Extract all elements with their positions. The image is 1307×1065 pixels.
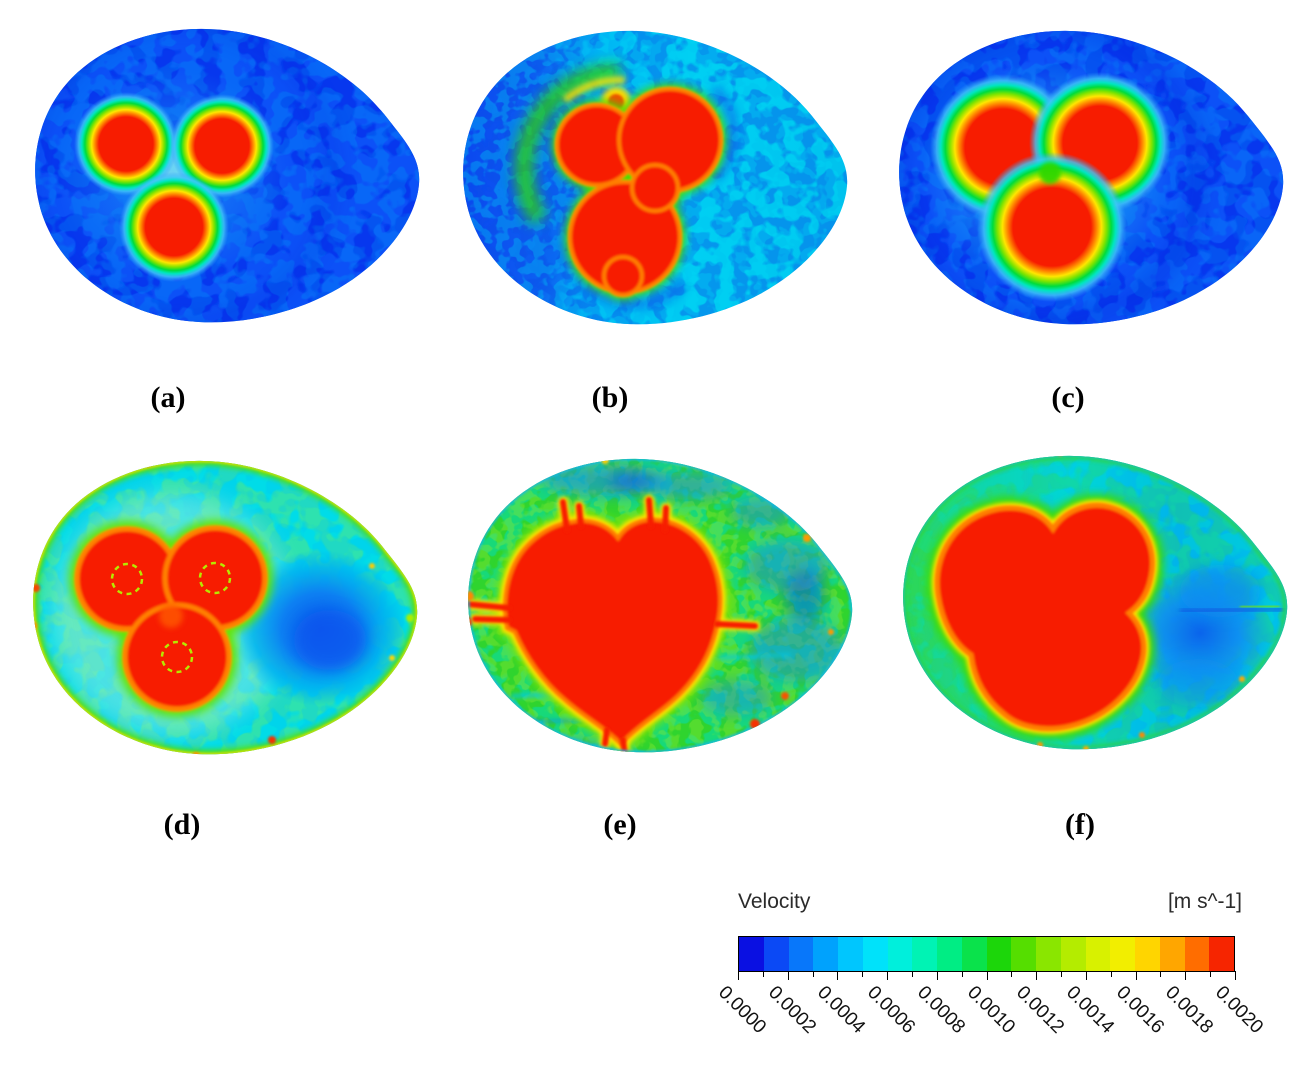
colorbar-tick-label: 0.0000 bbox=[714, 982, 771, 1038]
colorbar-tick-label: 0.0020 bbox=[1211, 982, 1268, 1038]
colorbar-band bbox=[887, 937, 913, 971]
colorbar-tick bbox=[936, 971, 938, 980]
colorbar-band bbox=[813, 937, 838, 971]
colorbar-band bbox=[763, 937, 789, 971]
contour-panel-f bbox=[903, 455, 1288, 750]
hot-core-e bbox=[468, 494, 761, 753]
colorbar-tick bbox=[1185, 971, 1187, 980]
colorbar-band bbox=[986, 937, 1012, 971]
contour-panel-b bbox=[463, 30, 848, 325]
colorbar-units: [m s^-1] bbox=[1167, 890, 1242, 913]
colorbar-band bbox=[788, 937, 814, 971]
hot-blobs-d bbox=[69, 520, 273, 717]
colorbar-band bbox=[1110, 937, 1135, 971]
colorbar-tick bbox=[1036, 971, 1038, 980]
colorbar-tick bbox=[762, 971, 764, 977]
colorbar-tick bbox=[911, 971, 913, 977]
colorbar-tick bbox=[887, 971, 889, 980]
colorbar-band bbox=[1135, 937, 1160, 971]
colorbar-ticks bbox=[738, 971, 1236, 983]
panel-label-b: (b) bbox=[591, 381, 629, 414]
colorbar-tick-labels: 0.0000 0.0002 0.0004 0.0006 0.0008 0.0010 0.00… bbox=[714, 982, 1267, 1062]
colorbar-tick-label: 0.0018 bbox=[1161, 982, 1218, 1038]
colorbar-tick bbox=[738, 971, 739, 980]
colorbar-band bbox=[1011, 937, 1036, 971]
colorbar-tick-label: 0.0014 bbox=[1062, 982, 1118, 1038]
colorbar-band bbox=[1060, 937, 1086, 971]
colorbar-tick bbox=[1160, 971, 1162, 977]
colorbar-tick bbox=[812, 971, 814, 977]
center-green-spot bbox=[1039, 162, 1061, 184]
colorbar-band bbox=[862, 937, 888, 971]
colorbar-tick bbox=[837, 971, 839, 980]
colorbar-tick-label: 0.0012 bbox=[1012, 982, 1069, 1038]
hot-blobs-b bbox=[552, 84, 726, 300]
colorbar-tick bbox=[787, 971, 789, 980]
contour-panel-c bbox=[899, 30, 1284, 325]
colorbar-tick bbox=[1085, 971, 1087, 980]
colorbar-band bbox=[739, 937, 764, 971]
colorbar-band bbox=[1036, 937, 1061, 971]
colorbar-band bbox=[838, 937, 863, 971]
panel-label-a: (a) bbox=[150, 381, 186, 414]
colorbar-band bbox=[937, 937, 962, 971]
panel-label-e: (e) bbox=[603, 808, 637, 841]
colorbar-tick bbox=[1110, 971, 1112, 977]
colorbar-tick-label: 0.0008 bbox=[912, 982, 969, 1038]
colorbar bbox=[738, 936, 1235, 972]
contour-panel-a bbox=[35, 28, 420, 323]
colorbar-tick bbox=[1235, 971, 1236, 980]
colorbar-tick-label: 0.0010 bbox=[962, 982, 1019, 1038]
colorbar-tick-label: 0.0016 bbox=[1111, 982, 1168, 1038]
conductor-outlines-dashed bbox=[110, 561, 232, 674]
colorbar-band bbox=[912, 937, 937, 971]
colorbar-tick bbox=[1061, 971, 1063, 977]
colorbar-band bbox=[1184, 937, 1210, 971]
colorbar-tick bbox=[1135, 971, 1137, 980]
colorbar-band bbox=[1209, 937, 1234, 971]
colorbar-tick bbox=[961, 971, 963, 977]
colorbar-tick bbox=[986, 971, 988, 980]
colorbar-tick bbox=[1210, 971, 1212, 977]
contour-panel-d bbox=[33, 460, 418, 755]
colorbar-title: Velocity bbox=[738, 890, 811, 913]
colorbar-tick bbox=[1011, 971, 1013, 977]
contour-panel-e bbox=[468, 458, 853, 753]
colorbar-tick-label: 0.0004 bbox=[813, 982, 870, 1038]
hotspots-a bbox=[74, 92, 274, 282]
colorbar-band bbox=[1085, 937, 1111, 971]
colorbar-tick bbox=[862, 971, 864, 977]
colorbar-tick-label: 0.0002 bbox=[763, 982, 820, 1038]
panel-label-c: (c) bbox=[1051, 381, 1085, 414]
hot-core-f bbox=[937, 505, 1190, 728]
panel-label-d: (d) bbox=[163, 808, 201, 841]
colorbar-band bbox=[1159, 937, 1185, 971]
colorbar-band bbox=[961, 937, 987, 971]
colorbar-tick-label: 0.0006 bbox=[863, 982, 920, 1038]
panel-label-f: (f) bbox=[1065, 808, 1095, 841]
hotspots-c bbox=[930, 72, 1171, 302]
